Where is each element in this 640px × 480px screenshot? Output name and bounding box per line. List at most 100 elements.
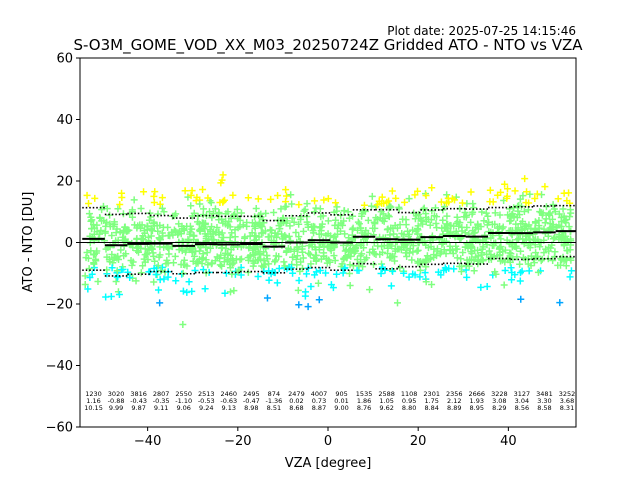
data-point <box>369 224 377 232</box>
data-point <box>156 200 164 208</box>
data-point <box>293 261 301 269</box>
data-point <box>338 260 346 268</box>
data-point <box>482 209 490 217</box>
bin-mean-label: 2.12 <box>447 397 461 405</box>
data-point <box>308 243 316 251</box>
data-point <box>422 210 430 218</box>
data-point <box>301 206 309 213</box>
data-point <box>137 204 145 212</box>
data-point <box>190 209 198 217</box>
data-point <box>150 278 158 286</box>
data-point <box>115 291 123 299</box>
data-point <box>517 295 525 303</box>
data-point <box>205 208 213 216</box>
data-point <box>495 228 503 236</box>
y-tick-label: −40 <box>46 359 73 374</box>
data-point <box>288 200 296 208</box>
data-point <box>353 266 361 274</box>
data-point <box>434 268 442 276</box>
data-point <box>411 271 419 279</box>
data-point <box>258 262 266 270</box>
data-point <box>324 243 332 251</box>
data-point <box>535 238 543 246</box>
data-point <box>456 262 464 270</box>
data-point <box>519 192 527 200</box>
data-point <box>350 249 358 257</box>
data-point <box>244 268 252 276</box>
x-tick-label: 0 <box>324 434 332 449</box>
data-point <box>142 251 150 259</box>
bin-count-label: 2807 <box>153 390 170 398</box>
bin-count-label: 2301 <box>423 390 440 398</box>
data-point <box>310 208 318 216</box>
data-point <box>387 253 395 261</box>
data-point <box>290 247 298 255</box>
data-point <box>215 216 223 224</box>
data-point <box>88 270 96 278</box>
data-point <box>520 207 528 215</box>
data-point <box>164 223 172 231</box>
data-point <box>305 242 313 250</box>
data-point <box>453 254 461 262</box>
data-point <box>463 256 471 264</box>
data-point <box>310 229 318 237</box>
data-point <box>254 273 262 281</box>
bin-count-label: 1535 <box>356 390 373 398</box>
data-point <box>299 227 307 235</box>
data-point <box>468 255 476 263</box>
bin-std-label: 9.13 <box>222 404 236 412</box>
data-point <box>289 269 297 277</box>
bin-std-label: 9.99 <box>109 404 123 412</box>
data-point <box>359 208 367 216</box>
data-point <box>213 224 221 232</box>
data-point <box>369 245 377 253</box>
data-point <box>303 270 311 278</box>
data-point <box>224 208 232 216</box>
data-point <box>488 241 496 249</box>
data-point <box>387 282 395 290</box>
data-point <box>255 220 263 228</box>
data-point <box>428 280 436 288</box>
data-point <box>117 246 125 254</box>
data-point <box>363 254 371 262</box>
data-point <box>377 270 385 278</box>
data-point <box>280 258 288 266</box>
data-point <box>165 250 173 258</box>
data-point <box>503 192 511 200</box>
data-point <box>522 199 530 207</box>
data-point <box>147 213 155 221</box>
data-point <box>449 249 457 257</box>
data-point <box>257 229 265 237</box>
data-point <box>379 210 387 218</box>
data-point <box>401 198 409 206</box>
data-point <box>228 260 236 268</box>
x-tick-label: 20 <box>410 434 427 449</box>
data-point <box>414 246 422 254</box>
bin-mean-label: 0.95 <box>402 397 416 405</box>
data-point <box>516 260 524 268</box>
bin-std-label: 9.11 <box>154 404 168 412</box>
data-point <box>158 194 166 202</box>
data-point <box>341 230 349 238</box>
bin-count-label: 905 <box>335 390 347 398</box>
data-point <box>463 223 471 231</box>
data-point <box>405 273 413 281</box>
bin-count-label: 3816 <box>130 390 147 398</box>
data-point <box>506 217 514 225</box>
bin-std-label: 8.76 <box>357 404 371 412</box>
data-point <box>322 231 330 239</box>
data-point <box>355 262 363 270</box>
data-point <box>183 222 191 230</box>
data-point <box>426 221 434 229</box>
data-point <box>452 242 460 250</box>
data-point <box>147 232 155 240</box>
data-point <box>304 303 312 311</box>
bin-std-label: 8.89 <box>447 404 461 412</box>
data-point <box>267 195 275 203</box>
bin-std-label: 8.95 <box>470 404 484 412</box>
data-point <box>98 206 106 214</box>
data-point <box>520 240 528 248</box>
data-point <box>416 273 424 281</box>
data-point <box>108 264 116 272</box>
